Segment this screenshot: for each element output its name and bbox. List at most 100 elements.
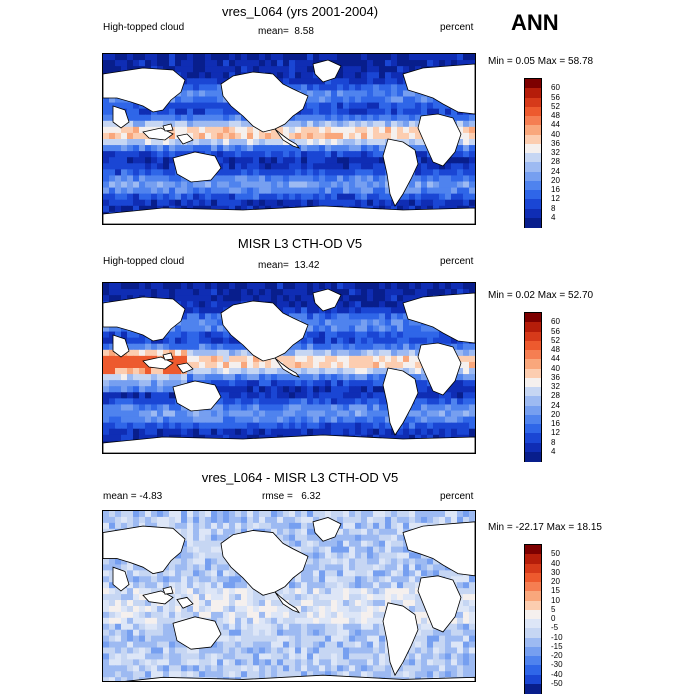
variable-label: High-topped cloud	[103, 22, 185, 33]
continent-outlines	[103, 517, 475, 681]
colorbar-segment	[525, 563, 541, 574]
colorbar-segment	[525, 600, 541, 611]
colorbar-tick-label: 24	[551, 166, 560, 176]
colorbar-tick-label: 56	[551, 92, 560, 102]
continent-outlines	[103, 288, 475, 453]
colorbar-segment	[525, 153, 541, 163]
colorbar-segment	[525, 116, 541, 126]
colorbar-segment	[525, 665, 541, 675]
season-label: ANN	[511, 10, 559, 35]
colorbar-segment	[525, 646, 541, 657]
mean-label: mean = -4.83	[103, 491, 163, 502]
panel-title: vres_L064 (yrs 2001-2004)	[221, 4, 379, 19]
colorbar-tick-label: 12	[551, 194, 560, 204]
minmax-label: Min = -22.17 Max = 18.15	[488, 522, 602, 533]
colorbar-segment	[525, 79, 541, 89]
colorbar-segment	[525, 134, 541, 145]
colorbar-tick-label: -50	[551, 678, 563, 688]
colorbar-segment	[525, 396, 541, 406]
colorbar-tick-label: 28	[551, 157, 560, 167]
colorbar-tick-label: 36	[551, 372, 560, 382]
colorbar-tick-label: 4	[551, 212, 556, 222]
colorbar-tick-label: 44	[551, 354, 560, 364]
colorbar-tick-label: -30	[551, 660, 563, 670]
colorbar-segment	[525, 180, 541, 191]
colorbar-tick-label: 40	[551, 363, 560, 373]
colorbar-segment	[525, 619, 541, 629]
map-svg	[103, 283, 475, 453]
mean-label: mean= 8.58	[258, 26, 314, 37]
colorbar-tick-label: 12	[551, 428, 560, 438]
colorbar-tick-label: 36	[551, 138, 560, 148]
map-svg	[103, 511, 475, 681]
colorbar-segment	[525, 674, 541, 685]
colorbar-tick-label: 52	[551, 101, 560, 111]
colorbar-tick-label: 16	[551, 419, 560, 428]
panel-title: MISR L3 CTH-OD V5	[237, 236, 363, 251]
colorbar-segment	[525, 433, 541, 443]
colorbar-segment	[525, 217, 541, 228]
map-plot	[102, 282, 476, 454]
colorbar-segment	[525, 377, 541, 388]
colorbar-segment	[525, 331, 541, 342]
colorbar: 50 40 30 20 15 10 5 0 -5 -10 -15 -20 -30 -40 -50	[524, 544, 563, 694]
colorbar-segment	[525, 637, 541, 648]
colorbar-tick-label: -40	[551, 669, 563, 679]
colorbar-tick-label: -20	[551, 651, 563, 660]
colorbar-segment	[525, 591, 541, 601]
colorbar-segment	[525, 208, 541, 219]
colorbar-segment	[525, 405, 541, 416]
colorbar: 60 56 52 48 44 40 36 32 28 24 20 16 12 8 4	[524, 312, 560, 462]
colorbar-tick-label: 32	[551, 382, 560, 391]
colorbar-tick-label: 8	[551, 203, 556, 213]
colorbar-segment	[525, 451, 541, 462]
colorbar-segment	[525, 350, 541, 360]
colorbar-segment	[525, 545, 541, 555]
continent-outlines	[103, 59, 475, 224]
panel-title: vres_L064 - MISR L3 CTH-OD V5	[201, 470, 399, 485]
colorbar-tick-label: 40	[551, 558, 560, 568]
colorbar-segment	[525, 656, 541, 666]
colorbar-segment	[525, 442, 541, 453]
colorbar-tick-label: 16	[551, 185, 560, 194]
colorbar-tick-label: -5	[551, 623, 559, 633]
colorbar-tick-label: 4	[551, 446, 556, 456]
minmax-label: Min = 0.02 Max = 52.70	[488, 290, 594, 301]
colorbar-segment	[525, 424, 541, 434]
colorbar-tick-label: -10	[551, 632, 563, 642]
colorbar-tick-label: 15	[551, 586, 560, 596]
colorbar-tick-label: 30	[551, 567, 560, 577]
colorbar-tick-label: 44	[551, 120, 560, 130]
colorbar-tick-label: 20	[551, 577, 560, 586]
colorbar-segment	[525, 171, 541, 182]
colorbar-segment	[525, 322, 541, 332]
colorbar-tick-label: 28	[551, 391, 560, 401]
colorbar-segment	[525, 190, 541, 200]
colorbar-segment	[525, 199, 541, 209]
colorbar-segment	[525, 683, 541, 694]
colorbar-tick-label: 32	[551, 148, 560, 157]
colorbar-tick-label: 50	[551, 549, 560, 559]
colorbar-segment	[525, 628, 541, 638]
colorbar-segment	[525, 554, 541, 564]
colorbar-segment	[525, 313, 541, 323]
units-label: percent	[440, 22, 474, 33]
map-svg	[103, 54, 475, 224]
colorbar-tick-label: 20	[551, 175, 560, 185]
colorbar-segment	[525, 125, 541, 135]
units-label: percent	[440, 256, 474, 267]
colorbar-segment	[525, 340, 541, 351]
colorbar-segment	[525, 582, 541, 592]
variable-label: High-topped cloud	[103, 256, 185, 267]
colorbar-segment	[525, 387, 541, 397]
mean-label: mean= 13.42	[258, 260, 320, 271]
colorbar-segment	[525, 572, 541, 583]
colorbar-segment	[525, 162, 541, 172]
colorbar-segment	[525, 106, 541, 117]
colorbar-segment	[525, 97, 541, 108]
colorbar-segment	[525, 88, 541, 98]
map-plot	[102, 510, 476, 682]
colorbar-tick-label: 56	[551, 326, 560, 336]
rmse-label: rmse = 6.32	[262, 491, 321, 502]
minmax-label: Min = 0.05 Max = 58.78	[488, 56, 594, 67]
